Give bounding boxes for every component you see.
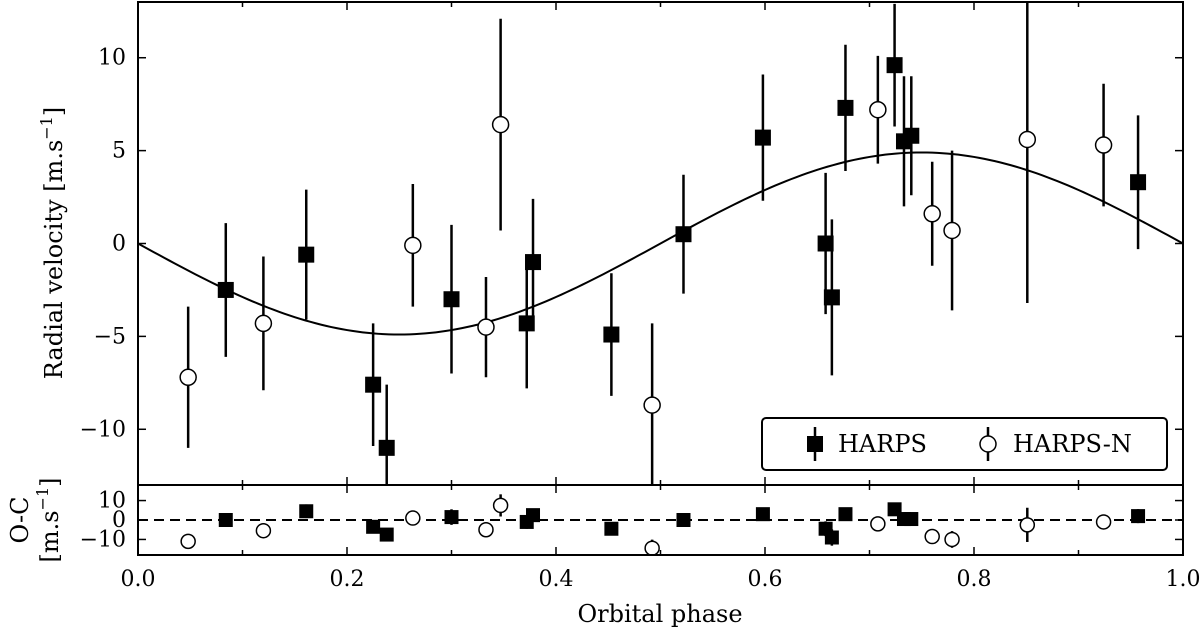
main-ytick-label: 0 — [112, 232, 126, 257]
main-harps-point — [525, 254, 542, 271]
main-harps-point — [365, 376, 382, 393]
main-harps-n-point — [1018, 130, 1037, 149]
main-harps-point — [518, 315, 535, 332]
resid-harps-n-point — [870, 516, 886, 532]
main-harps-point — [754, 129, 771, 146]
resid-harps-point — [299, 504, 314, 519]
main-harps-point — [837, 99, 854, 116]
resid-harps-point — [444, 510, 459, 525]
resid-data-layer — [138, 494, 1183, 555]
resid-harps-point — [904, 512, 919, 527]
xtick-label: 1.0 — [1166, 567, 1200, 592]
residuals-panel: 100−10 0.0 0.2 0.4 0.6 0.8 1.0 — [80, 484, 1200, 592]
legend-box — [761, 417, 1168, 471]
resid-harps-point — [218, 513, 233, 527]
main-harps-n-point — [491, 115, 510, 134]
main-harps-point — [823, 289, 840, 306]
resid-ytick-label: 10 — [98, 489, 126, 514]
resid-harps-n-point — [492, 497, 509, 514]
main-data-layer — [138, 2, 1183, 485]
main-harps-n-point — [477, 318, 495, 336]
legend-harpsn-marker — [979, 427, 997, 461]
main-panel: 10 5 0 −5 −10 — [80, 1, 1184, 486]
main-harps-n-point — [1094, 136, 1113, 154]
main-harps-n-point — [404, 236, 422, 255]
legend-harpsn-label: HARPS-N — [1013, 430, 1132, 458]
resid-harps-point — [366, 519, 381, 534]
resid-ylabel-line2: [m.s−1] — [33, 477, 64, 562]
xtick-label: 0.2 — [330, 567, 365, 592]
legend-harps-label: HARPS — [838, 430, 927, 458]
main-harps-point — [886, 57, 903, 74]
resid-ytick-label: 0 — [112, 508, 126, 533]
xtick-label: 0.4 — [539, 567, 574, 592]
main-harps-point — [217, 281, 234, 298]
resid-harps-n-point — [255, 522, 272, 539]
main-harps-point — [443, 291, 460, 308]
resid-harps-point — [838, 507, 853, 522]
main-harps-n-point — [943, 221, 961, 240]
resid-harps-point — [604, 521, 619, 536]
xtick-label: 0.0 — [121, 567, 156, 592]
main-harps-point — [1130, 174, 1147, 191]
main-ytick-label: 5 — [112, 139, 126, 164]
resid-harps-point — [755, 507, 770, 522]
main-harps-n-point — [179, 368, 197, 387]
resid-harps-n-point — [478, 521, 494, 538]
xtick-label: 0.6 — [748, 567, 783, 592]
resid-harps-n-point — [1095, 514, 1112, 530]
xtick-label: 0.8 — [957, 567, 992, 592]
main-harps-point — [378, 439, 395, 456]
legend-harps-marker — [807, 427, 823, 461]
main-harps-point — [603, 326, 620, 343]
resid-harps-n-point — [180, 533, 196, 550]
main-harps-n-point — [923, 205, 941, 223]
resid-harps-point — [1131, 509, 1146, 524]
main-ylabel: Radial velocity [m.s−1] — [37, 107, 68, 379]
resid-harps-n-point — [405, 510, 421, 526]
resid-harps-n-point — [924, 528, 940, 545]
main-ytick-label: −10 — [80, 417, 126, 442]
main-ytick-label: 10 — [98, 46, 126, 71]
main-harps-n-point — [643, 396, 661, 414]
resid-ylabel-line1: O-C — [6, 496, 34, 543]
resid-ytick-label: −10 — [80, 527, 126, 552]
resid-harps-n-point — [1019, 517, 1036, 533]
resid-harps-point — [379, 527, 394, 542]
resid-harps-point — [526, 508, 541, 523]
legend: HARPS HARPS-N — [761, 417, 1168, 471]
resid-harps-point — [824, 530, 839, 545]
main-harps-point — [675, 226, 692, 243]
main-harps-n-point — [869, 100, 887, 119]
resid-harps-point — [676, 513, 691, 527]
main-harps-n-point — [254, 314, 273, 333]
model-curve — [138, 151, 1183, 336]
main-harps-point — [298, 246, 315, 263]
resid-harps-n-point — [944, 531, 960, 548]
main-ytick-label: −5 — [94, 324, 126, 349]
resid-harps-n-point — [644, 540, 660, 555]
main-harps-point — [903, 127, 920, 144]
xaxis-label: Orbital phase — [577, 600, 742, 628]
main-harps-point — [817, 235, 834, 252]
